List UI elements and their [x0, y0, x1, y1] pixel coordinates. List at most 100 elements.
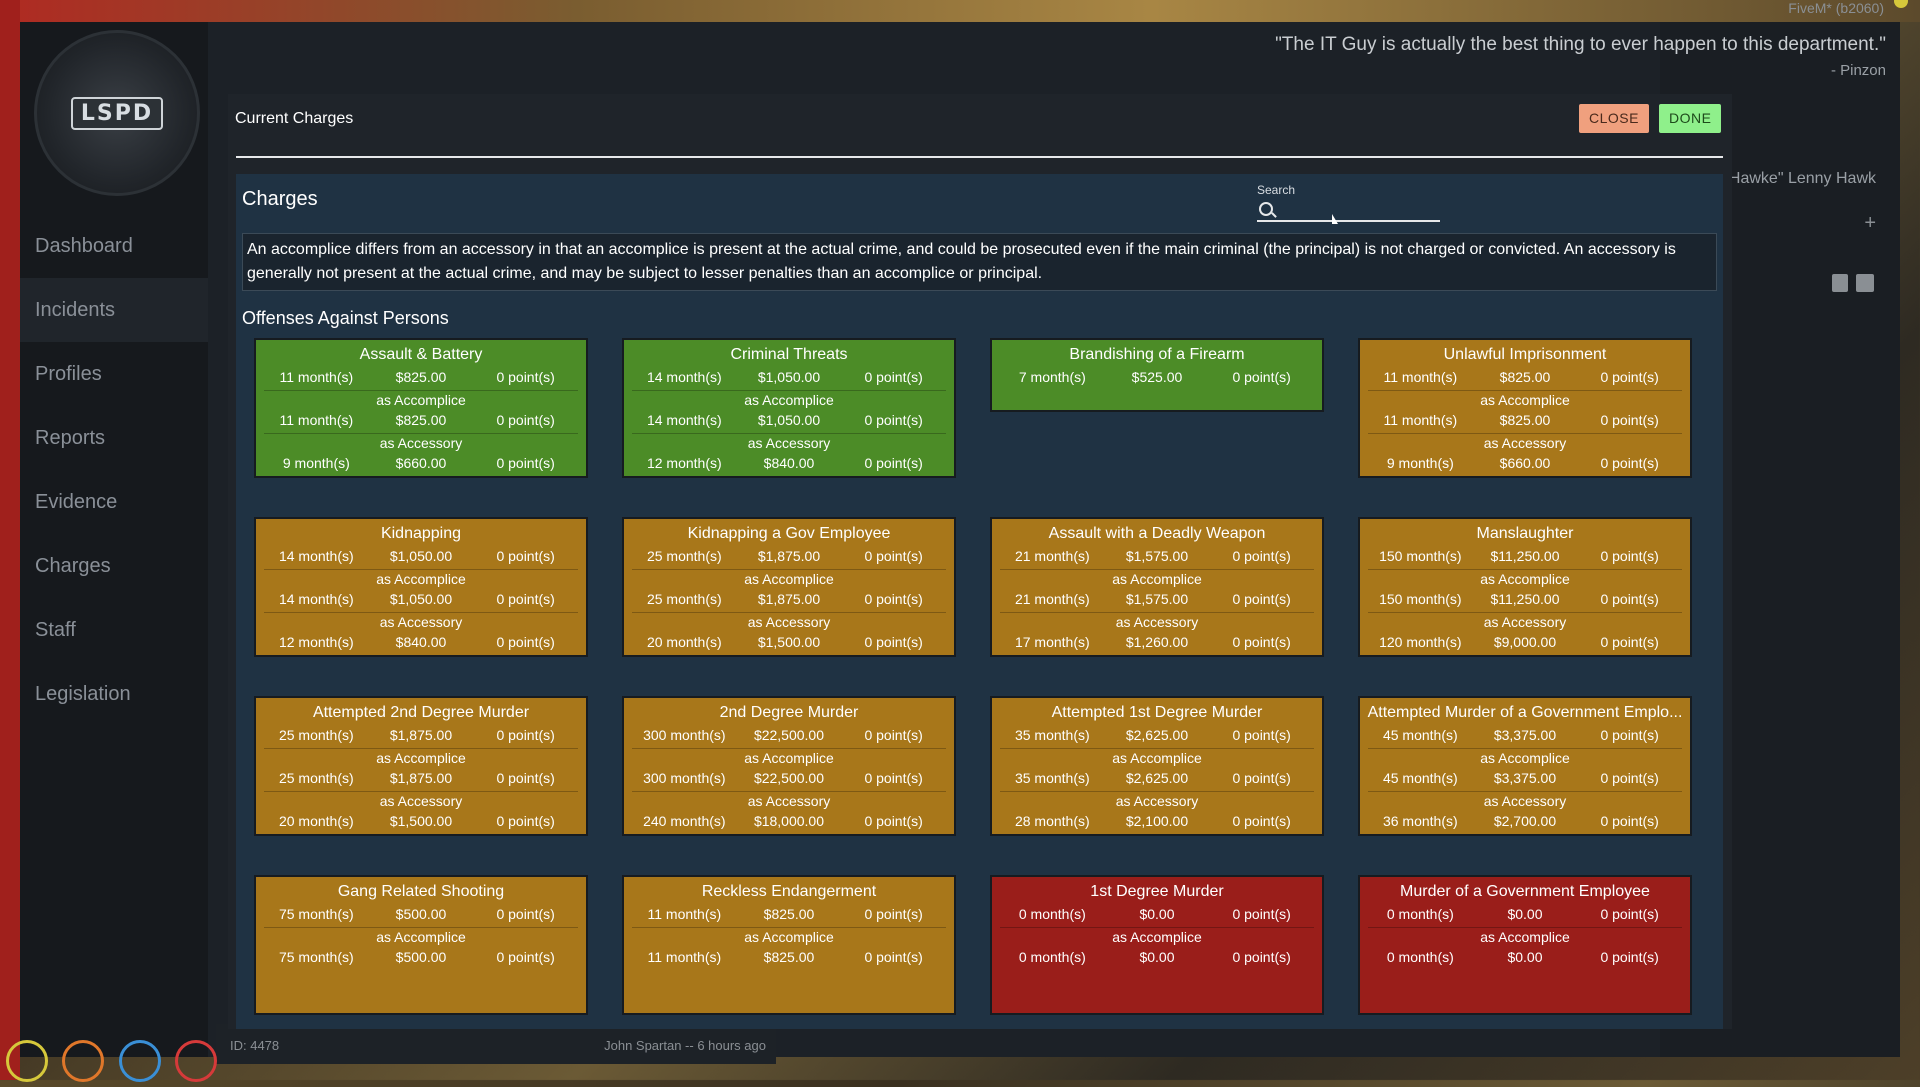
charge-months: 300 month(s): [643, 727, 726, 743]
accessory-label: as Accessory: [1000, 612, 1314, 631]
charge-months: 150 month(s): [1379, 591, 1462, 607]
charge-points: 0 point(s): [864, 634, 923, 650]
charge-accomplice-row: 25 month(s) $1,875.00 0 point(s): [624, 588, 954, 610]
charge-months: 0 month(s): [1018, 949, 1086, 965]
sidebar-item-legislation[interactable]: Legislation: [35, 683, 131, 705]
charge-card[interactable]: Kidnapping a Gov Employee 25 month(s) $1,8…: [622, 517, 956, 657]
accomplice-label: as Accomplice: [1368, 927, 1682, 946]
charge-months: 45 month(s): [1382, 770, 1458, 786]
report-id: ID: 4478: [230, 1038, 280, 1053]
charge-months: 25 month(s): [278, 727, 354, 743]
charge-name: Assault with a Deadly Weapon: [1048, 525, 1266, 542]
charge-months: 11 month(s): [1383, 369, 1458, 385]
charge-fine: $1,875.00: [757, 548, 821, 564]
charge-points: 0 point(s): [1600, 813, 1659, 829]
sidebar-item-reports[interactable]: Reports: [35, 427, 106, 449]
charge-fine: $660.00: [395, 455, 447, 471]
save-icon[interactable]: [1856, 274, 1874, 292]
charge-card[interactable]: Assault with a Deadly Weapon 21 month(s) $…: [990, 517, 1324, 657]
quote-text: "The IT Guy is actually the best thing t…: [1275, 34, 1886, 55]
charge-fine: $0.00: [1507, 906, 1543, 922]
charge-name: Reckless Endangerment: [701, 883, 877, 900]
charge-points: 0 point(s): [1600, 949, 1659, 965]
charge-fine: $825.00: [1499, 412, 1551, 428]
charges-title: Charges: [242, 188, 318, 210]
charge-accessory-row: 12 month(s) $840.00 0 point(s): [624, 452, 954, 474]
charge-card[interactable]: Reckless Endangerment 11 month(s) $825.00 0…: [622, 875, 956, 1015]
charge-main-row: 7 month(s) $525.00 0 point(s): [992, 366, 1322, 388]
charge-main-row: 25 month(s) $1,875.00 0 point(s): [624, 545, 954, 567]
charge-card[interactable]: Attempted 2nd Degree Murder 25 month(s) $1…: [254, 696, 588, 836]
charge-card[interactable]: Gang Related Shooting 75 month(s) $500.00 0…: [254, 875, 588, 1015]
accomplice-label: as Accomplice: [1000, 569, 1314, 588]
charge-accomplice-row: 75 month(s) $500.00 0 point(s): [256, 946, 586, 968]
charge-card[interactable]: Criminal Threats 14 month(s) $1,050.00 0 po…: [622, 338, 956, 478]
charge-months: 12 month(s): [646, 455, 722, 471]
charge-points: 0 point(s): [864, 412, 923, 428]
charge-points: 0 point(s): [496, 727, 555, 743]
charge-main-row: 11 month(s) $825.00 0 point(s): [256, 366, 586, 388]
charge-card[interactable]: Attempted Murder of a Government Emplo..…: [1358, 696, 1692, 836]
charge-name: Murder of a Government Employee: [1400, 883, 1650, 900]
fivem-icon: [1894, 0, 1908, 8]
search-field[interactable]: [1257, 200, 1440, 222]
charge-fine: $18,000.00: [753, 813, 825, 829]
charge-months: 28 month(s): [1014, 813, 1090, 829]
sidebar-item-charges[interactable]: Charges: [35, 555, 111, 577]
accomplice-label: as Accomplice: [632, 569, 946, 588]
charge-points: 0 point(s): [1600, 634, 1659, 650]
accomplice-label: as Accomplice: [632, 748, 946, 767]
accomplice-label: as Accomplice: [264, 927, 578, 946]
sidebar-item-profiles[interactable]: Profiles: [35, 363, 102, 385]
charge-accomplice-row: 21 month(s) $1,575.00 0 point(s): [992, 588, 1322, 610]
current-charges-modal: Current Charges CLOSE DONE Charges Searc…: [228, 94, 1732, 1029]
charge-fine: $825.00: [763, 949, 815, 965]
charge-points: 0 point(s): [496, 634, 555, 650]
charge-card[interactable]: Attempted 1st Degree Murder 35 month(s) $2…: [990, 696, 1324, 836]
accomplice-label: as Accomplice: [632, 390, 946, 409]
charge-card[interactable]: 1st Degree Murder 0 month(s) $0.00 0 point(…: [990, 875, 1324, 1015]
sidebar-item-incidents[interactable]: Incidents: [20, 278, 208, 342]
sidebar-item-staff[interactable]: Staff: [35, 619, 76, 641]
charge-months: 25 month(s): [646, 591, 722, 607]
charge-months: 21 month(s): [1014, 591, 1090, 607]
done-button[interactable]: DONE: [1659, 104, 1722, 133]
charge-points: 0 point(s): [1232, 906, 1291, 922]
charge-card[interactable]: Manslaughter 150 month(s) $11,250.00 0 poin…: [1358, 517, 1692, 657]
charge-fine: $1,575.00: [1125, 591, 1189, 607]
charge-accomplice-row: 35 month(s) $2,625.00 0 point(s): [992, 767, 1322, 789]
charge-card[interactable]: Brandishing of a Firearm 7 month(s) $525.0…: [990, 338, 1324, 412]
accessory-label: as Accessory: [264, 791, 578, 810]
charge-card[interactable]: 2nd Degree Murder 300 month(s) $22,500.00 0…: [622, 696, 956, 836]
sidebar-item-evidence[interactable]: Evidence: [35, 491, 118, 513]
charge-card[interactable]: Assault & Battery 11 month(s) $825.00 0 poi…: [254, 338, 588, 478]
charge-points: 0 point(s): [1600, 906, 1659, 922]
charge-months: 35 month(s): [1014, 727, 1090, 743]
charge-card[interactable]: Murder of a Government Employee 0 month(s…: [1358, 875, 1692, 1015]
charge-points: 0 point(s): [864, 369, 923, 385]
charge-fine: $660.00: [1499, 455, 1551, 471]
charge-months: 21 month(s): [1014, 548, 1090, 564]
charge-accessory-row: 120 month(s) $9,000.00 0 point(s): [1360, 631, 1690, 653]
accessory-label: as Accessory: [632, 433, 946, 452]
trash-icon[interactable]: [1832, 274, 1848, 292]
mouse-cursor-icon: [1332, 214, 1338, 224]
charge-card[interactable]: Unlawful Imprisonment 11 month(s) $825.00 0…: [1358, 338, 1692, 478]
charge-fine: $840.00: [395, 634, 447, 650]
charge-months: 20 month(s): [646, 634, 722, 650]
charge-fine: $1,050.00: [389, 591, 453, 607]
sidebar-item-dashboard[interactable]: Dashboard: [35, 235, 133, 257]
charge-points: 0 point(s): [1232, 770, 1291, 786]
logo-text: LSPD: [70, 96, 164, 130]
plus-icon[interactable]: +: [1864, 212, 1876, 234]
search-input[interactable]: [1279, 200, 1438, 220]
charge-fine: $500.00: [395, 949, 447, 965]
close-button[interactable]: CLOSE: [1579, 104, 1649, 133]
accomplice-label: as Accomplice: [1368, 569, 1682, 588]
charge-main-row: 35 month(s) $2,625.00 0 point(s): [992, 724, 1322, 746]
charge-main-row: 0 month(s) $0.00 0 point(s): [1360, 903, 1690, 925]
charge-months: 11 month(s): [279, 369, 354, 385]
charge-points: 0 point(s): [1232, 727, 1291, 743]
background-top: [0, 0, 1920, 22]
charge-card[interactable]: Kidnapping 14 month(s) $1,050.00 0 point(s)…: [254, 517, 588, 657]
